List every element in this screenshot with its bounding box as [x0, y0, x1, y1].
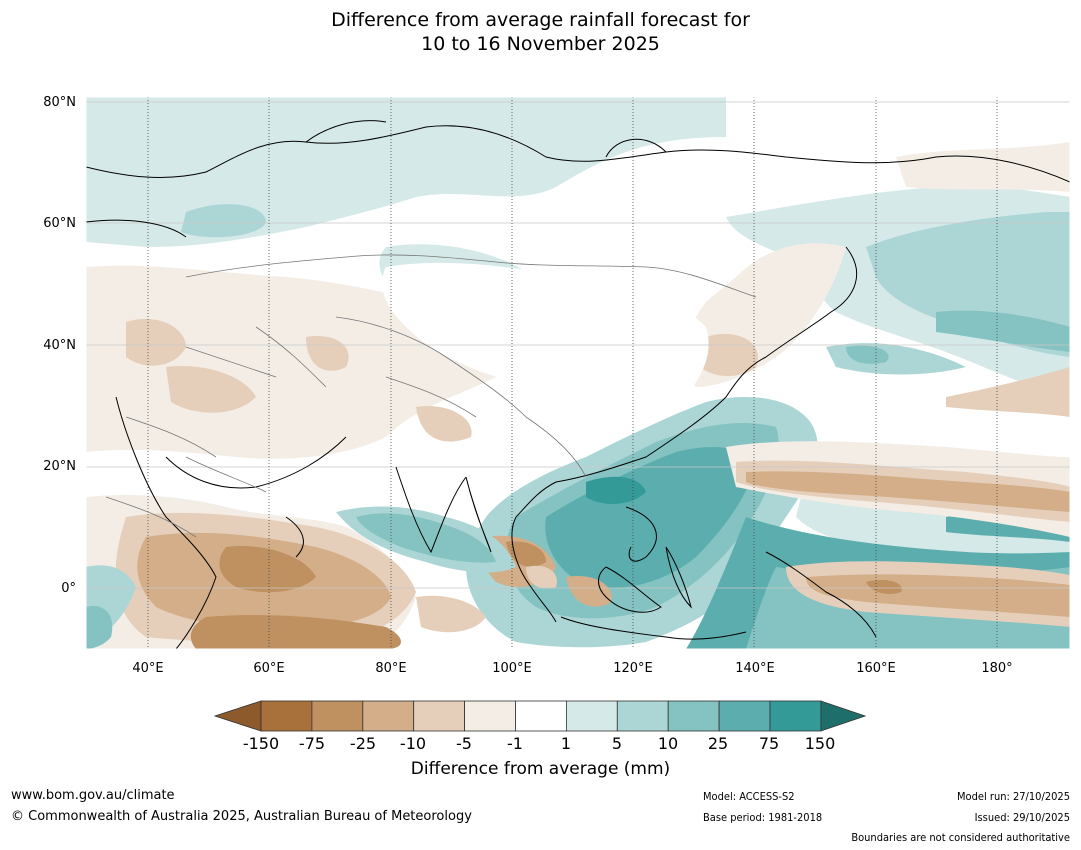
colorbar-cell	[413, 700, 465, 732]
lat-label-60n: 60°N	[43, 216, 76, 231]
colorbar-cell	[311, 700, 364, 732]
map-title-line2: 10 to 16 November 2025	[421, 33, 660, 55]
lat-label-0: 0°	[61, 581, 76, 596]
colorbar-cell	[260, 700, 313, 732]
colorbar-cell	[515, 700, 567, 732]
lon-gridlines	[147, 97, 998, 649]
lon-label-80e: 80°E	[375, 661, 407, 676]
map-title: Difference from average rainfall forecas…	[0, 8, 1081, 56]
colorbar-cell	[667, 700, 720, 732]
lon-label-40e: 40°E	[132, 661, 164, 676]
colorbar-tick: -10	[399, 734, 427, 753]
colorbar-tick: -150	[242, 734, 280, 753]
model-run-text: Model run: 27/10/2025	[957, 790, 1070, 803]
colorbar	[214, 700, 866, 732]
colorbar-cell	[718, 700, 771, 732]
lon-label-60e: 60°E	[253, 661, 285, 676]
colorbar-tick: 150	[804, 734, 836, 753]
colorbar-cell	[565, 700, 618, 732]
colorbar-tick: 1	[560, 734, 572, 753]
colorbar-tick: 25	[707, 734, 729, 753]
map-title-line1: Difference from average rainfall forecas…	[331, 9, 750, 31]
lon-label-140e: 140°E	[735, 661, 775, 676]
colorbar-tick: -75	[298, 734, 326, 753]
colorbar-under-arrow	[214, 700, 262, 732]
colorbar-cell	[464, 700, 516, 732]
lon-label-120e: 120°E	[613, 661, 653, 676]
lon-label-100e: 100°E	[492, 661, 532, 676]
lat-label-40n: 40°N	[43, 338, 76, 353]
colorbar-tick: 75	[758, 734, 780, 753]
colorbar-tick: 5	[611, 734, 623, 753]
lat-label-80n: 80°N	[43, 95, 76, 110]
colorbar-label: Difference from average (mm)	[410, 759, 671, 779]
model-text: Model: ACCESS-S2	[703, 790, 795, 803]
disclaimer-text: Boundaries are not considered authoritat…	[851, 831, 1070, 844]
lon-label-160e: 160°E	[856, 661, 896, 676]
lon-label-180: 180°	[981, 661, 1013, 676]
rainfall-map	[86, 97, 1070, 649]
copyright-text: © Commonwealth of Australia 2025, Austra…	[11, 809, 472, 824]
website-link[interactable]: www.bom.gov.au/climate	[11, 788, 175, 803]
colorbar-tick: -1	[507, 734, 523, 753]
base-period-text: Base period: 1981-2018	[703, 811, 823, 824]
colorbar-tick: -5	[456, 734, 472, 753]
lat-gridlines	[86, 101, 1070, 589]
lat-label-20n: 20°N	[43, 459, 76, 474]
colorbar-tick: 10	[657, 734, 679, 753]
colorbar-cell	[769, 700, 822, 732]
rainfall-map-svg	[86, 97, 1070, 649]
colorbar-over-arrow	[820, 700, 866, 732]
country-boundaries	[105, 254, 757, 538]
colorbar-cell	[616, 700, 669, 732]
colorbar-tick: -25	[349, 734, 377, 753]
issued-text: Issued: 29/10/2025	[974, 811, 1070, 824]
colorbar-cell	[362, 700, 415, 732]
